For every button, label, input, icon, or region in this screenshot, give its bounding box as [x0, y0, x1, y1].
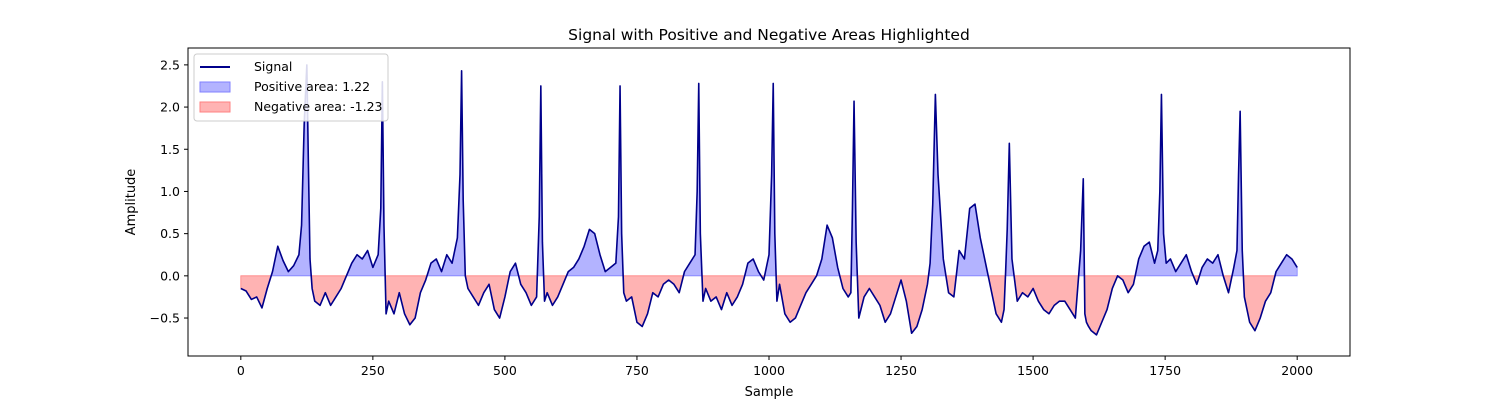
legend-negative-swatch [199, 101, 231, 113]
signal-line [240, 64, 1298, 336]
y-tick-label: 2.0 [160, 100, 180, 115]
y-axis: −0.5 0.0 0.5 1.0 1.5 2.0 2.5 [150, 57, 188, 326]
y-tick-label: 2.5 [160, 57, 180, 72]
y-tick-label: −0.5 [150, 311, 180, 326]
legend-signal-label: Signal [254, 59, 292, 74]
x-tick-label: 1500 [1017, 363, 1049, 378]
legend: Signal Positive area: 1.22 Negative area… [193, 53, 389, 122]
positive-area [955, 203, 989, 277]
x-tick-label: 0 [237, 363, 245, 378]
x-tick-label: 1000 [753, 363, 785, 378]
chart-title: Signal with Positive and Negative Areas … [568, 26, 970, 44]
x-tick-label: 2000 [1281, 363, 1313, 378]
x-tick-label: 750 [625, 363, 649, 378]
y-axis-label: Amplitude [124, 169, 139, 236]
x-tick-label: 1250 [885, 363, 917, 378]
x-tick-label: 250 [361, 363, 385, 378]
x-axis-label: Sample [745, 385, 794, 400]
negative-area [464, 275, 510, 320]
legend-negative-label: Negative area: -1.23 [254, 99, 382, 114]
x-tick-label: 1750 [1149, 363, 1181, 378]
y-tick-label: 0.0 [160, 268, 180, 283]
signal-line-layer [240, 64, 1298, 336]
positive-area [815, 223, 841, 277]
y-tick-label: 0.5 [160, 226, 180, 241]
legend-box [193, 53, 389, 122]
legend-positive-swatch [199, 81, 231, 93]
y-tick-label: 1.5 [160, 142, 180, 157]
x-tick-label: 500 [493, 363, 517, 378]
positive-area [1274, 254, 1298, 277]
y-tick-label: 1.0 [160, 184, 180, 199]
positive-area [565, 85, 624, 277]
x-axis: 0 250 500 750 1000 1250 1500 1750 2000 [237, 356, 1313, 378]
legend-positive-label: Positive area: 1.22 [254, 79, 370, 94]
